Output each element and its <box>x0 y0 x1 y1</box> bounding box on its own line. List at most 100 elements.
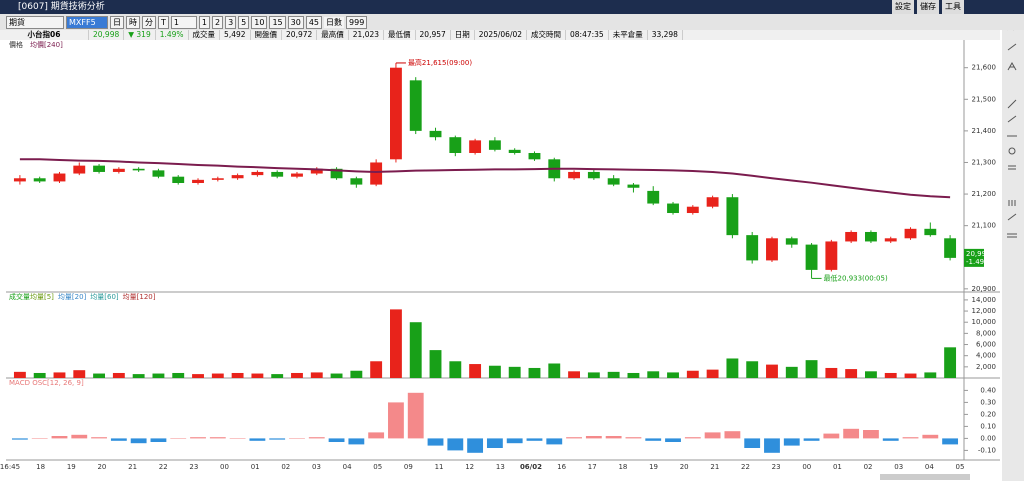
volume-bar <box>904 373 917 378</box>
volume-bar <box>607 371 620 378</box>
change: ▼ 319 <box>124 30 156 40</box>
x-tick-label: 19 <box>649 463 658 471</box>
scrollbar[interactable] <box>880 474 970 480</box>
period-button[interactable]: 分 <box>142 15 156 29</box>
volume-bar <box>924 372 937 378</box>
osc-bar <box>882 438 899 441</box>
count-input[interactable]: 1 <box>170 15 197 29</box>
period-button[interactable]: 時 <box>126 15 140 29</box>
candle-body <box>93 165 105 172</box>
volume-bar <box>825 367 838 378</box>
fib-icon[interactable] <box>1007 233 1017 238</box>
window-buttons: 設定 儲存 工具 <box>892 0 964 14</box>
candle-body <box>429 130 442 138</box>
minute-button[interactable]: 45 <box>305 15 323 29</box>
candle-body <box>330 168 343 179</box>
volume-bar <box>310 372 323 378</box>
field-label: 日期 <box>451 30 475 40</box>
volume-bar <box>548 363 561 378</box>
candle-body <box>291 173 303 177</box>
symbol-input[interactable]: MXFF5 <box>66 15 108 29</box>
volume-bar <box>647 371 660 378</box>
pen-icon[interactable] <box>1007 43 1017 51</box>
osc-bar <box>11 438 28 440</box>
field-value: 20,972 <box>282 30 318 40</box>
osc-bar <box>843 428 860 439</box>
x-tick-label: 03 <box>312 463 321 471</box>
circle-icon[interactable] <box>1008 147 1016 155</box>
window-button[interactable]: 設定 <box>892 0 914 14</box>
y-tick-label: 8,000 <box>976 329 996 337</box>
legend-entry: 均量[60] <box>90 292 119 301</box>
candle-body <box>865 231 877 242</box>
high-annotation: 最高21,615(09:00) <box>408 58 472 67</box>
x-tick-label: 13 <box>496 463 505 471</box>
ma-legend: 均價[240] <box>30 40 63 49</box>
window-button[interactable]: 儲存 <box>917 0 939 14</box>
candle-body <box>271 171 284 177</box>
days-input[interactable]: 999 <box>346 15 368 29</box>
osc-bar <box>744 438 761 448</box>
osc-bar <box>328 438 345 442</box>
osc-bar <box>209 437 226 439</box>
candle-body <box>370 162 383 185</box>
market-select[interactable]: 期貨 <box>6 15 64 29</box>
candle-body <box>647 190 660 204</box>
minute-button[interactable]: 15 <box>269 15 286 29</box>
minute-button[interactable]: 10 <box>251 15 268 29</box>
legend-entry: 均量[20] <box>58 292 87 301</box>
minute-button[interactable]: 5 <box>238 15 250 29</box>
x-tick-label: 05 <box>373 463 382 471</box>
osc-bar <box>388 402 404 439</box>
candle-body <box>528 152 541 160</box>
line-icon[interactable] <box>1007 99 1017 109</box>
minute-button[interactable]: 2 <box>211 15 224 29</box>
candle-body <box>627 184 640 188</box>
trend-icon[interactable] <box>1007 213 1017 221</box>
x-tick-label: 23 <box>772 463 781 471</box>
bars-icon[interactable] <box>1008 200 1016 206</box>
osc-bar <box>31 438 48 439</box>
text-icon[interactable] <box>1007 61 1017 71</box>
osc-bar <box>645 438 662 441</box>
volume-bar <box>152 373 165 378</box>
volume-bar <box>73 370 86 378</box>
osc-bar <box>684 437 701 439</box>
x-tick-label: 02 <box>864 463 873 471</box>
field-label: 成交量 <box>189 30 221 40</box>
y-tick-label: 4,000 <box>976 352 996 360</box>
period-button[interactable]: T <box>158 15 169 29</box>
candle-body <box>508 149 521 153</box>
background <box>0 40 1002 481</box>
candle-body <box>805 244 818 270</box>
osc-bar <box>605 436 622 439</box>
osc-bar <box>803 438 820 441</box>
osc-bar <box>289 438 305 439</box>
candle-body <box>172 176 185 184</box>
channel-icon[interactable] <box>1008 165 1016 170</box>
volume-bar <box>627 372 640 378</box>
legend-entry: 均量[5] <box>30 292 54 301</box>
volume-bar <box>132 374 145 378</box>
volume-bar <box>469 364 482 378</box>
minute-button[interactable]: 1 <box>198 15 210 29</box>
x-tick-label: 18 <box>36 463 45 471</box>
osc-bar <box>348 438 365 445</box>
y-tick-label: 6,000 <box>976 341 996 349</box>
candle-body <box>73 165 86 174</box>
y-tick-label: 0.10 <box>980 422 996 430</box>
side-icons <box>1007 20 1017 238</box>
volume-bar <box>766 364 778 378</box>
ray-icon[interactable] <box>1007 115 1017 123</box>
field-label: 開盤價 <box>251 30 283 40</box>
minute-button[interactable]: 30 <box>287 15 304 29</box>
osc-bar <box>585 436 602 439</box>
volume-bar <box>667 372 679 378</box>
y-tick-label: -0.10 <box>978 446 996 454</box>
window-button[interactable]: 工具 <box>942 0 964 14</box>
volume-bar <box>944 347 957 378</box>
period-button[interactable]: 日 <box>110 15 124 29</box>
minute-button[interactable]: 3 <box>225 15 237 29</box>
y-tick-label: 21,200 <box>972 190 997 198</box>
volume-bar <box>865 371 877 378</box>
